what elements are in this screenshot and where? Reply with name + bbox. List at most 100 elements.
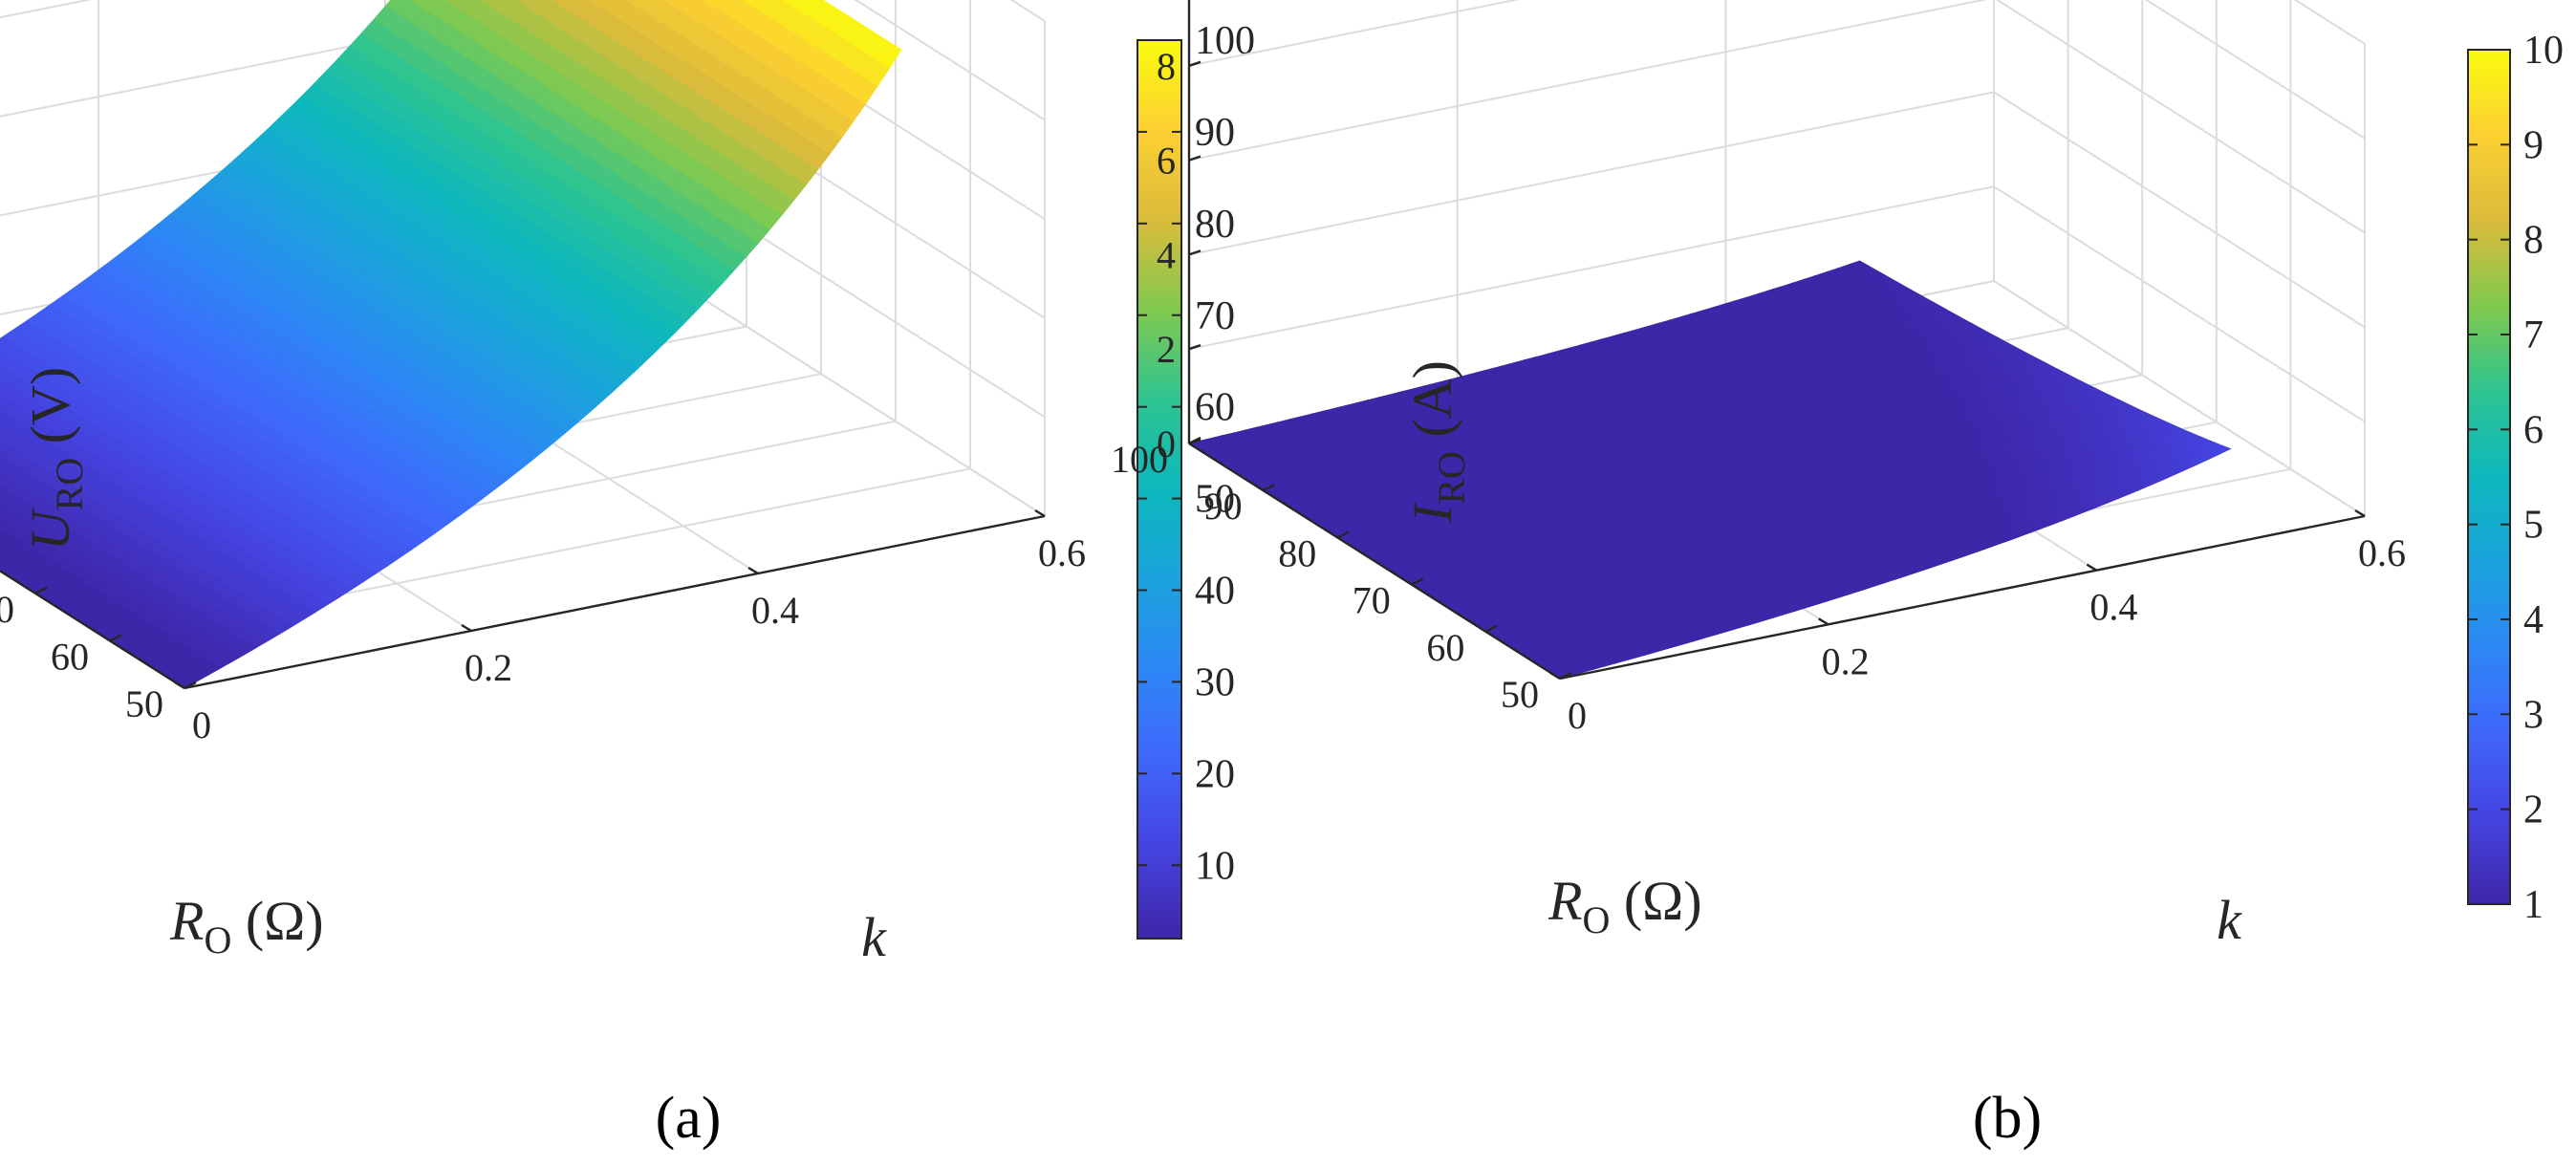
r-tick-label: 70 <box>1353 579 1391 622</box>
r-tick-mark <box>1263 484 1276 492</box>
r-tick-mark <box>1411 577 1424 586</box>
panel-a-z-axis-label: URO (V) <box>19 367 91 551</box>
grid-line <box>1188 91 1995 256</box>
grid-line <box>1993 91 2366 329</box>
r-tick-label: 50 <box>125 682 163 725</box>
colorbar-tick-label: 10 <box>1195 844 1235 888</box>
colorbar-tick-label: 9 <box>2523 123 2544 167</box>
panel-b-colorbar-ticks: 1 2 3 4 5 6 7 8 9 10 <box>2468 29 2564 927</box>
panel-b-surface <box>1187 260 2232 680</box>
colorbar-tick-label: 2 <box>2523 789 2544 832</box>
panel-b-caption: (b) <box>1973 1086 2042 1151</box>
panel-a-ticks: 00.20.40.61009080706050020406080100 <box>0 531 1086 746</box>
z-tick-label: 2 <box>1157 328 1176 371</box>
colorbar-tick-label: 30 <box>1195 660 1235 704</box>
panel-b-k-axis-label: k <box>2217 889 2242 951</box>
r-tick-mark <box>109 634 122 642</box>
k-tick-mark <box>2086 563 2097 572</box>
r-tick-label: 60 <box>51 635 89 678</box>
k-tick-mark <box>1818 617 1829 626</box>
k-tick-mark <box>1549 671 1561 681</box>
panel-a-surface <box>0 0 902 689</box>
k-tick-mark <box>2354 508 2366 518</box>
r-axis-line <box>0 569 185 690</box>
colorbar-tick-label: 10 <box>2523 29 2564 73</box>
colorbar-tick-label: 7 <box>2523 313 2544 357</box>
z-tick-mark <box>1188 60 1201 67</box>
k-tick-label: 0.4 <box>751 589 799 632</box>
grid-line <box>1188 185 1995 351</box>
colorbar-tick-label: 1 <box>2523 883 2544 927</box>
k-tick-label: 0.6 <box>1038 531 1086 574</box>
k-tick-label: 0 <box>1568 694 1587 737</box>
panel-b-colorbar <box>2467 49 2511 905</box>
k-axis-line <box>1559 514 2366 681</box>
z-tick-label: 6 <box>1157 140 1176 183</box>
k-tick-label: 0.2 <box>1822 639 1870 682</box>
z-tick-mark <box>1188 249 1201 256</box>
z-tick-mark <box>1188 155 1201 162</box>
z-tick-label: 0 <box>1157 422 1176 465</box>
r-tick-label: 90 <box>1204 485 1243 528</box>
panel-a-k-axis-label: k <box>861 906 887 968</box>
k-tick-mark <box>174 681 185 690</box>
z-tick-mark <box>1188 438 1201 445</box>
panel-a-r-axis-label: RO (Ω) <box>169 890 324 962</box>
z-tick-mark <box>1188 344 1201 351</box>
grid-line <box>671 278 1046 517</box>
k-axis-line <box>184 514 1046 690</box>
colorbar-tick-label: 5 <box>2523 504 2544 548</box>
r-tick-label: 50 <box>1501 673 1539 716</box>
r-tick-mark <box>34 586 48 594</box>
k-tick-mark <box>747 566 759 575</box>
r-tick-mark <box>1336 530 1350 539</box>
k-tick-label: 0.4 <box>2089 586 2137 629</box>
r-tick-mark <box>1559 671 1572 681</box>
panel-b-r-axis-label: RO (Ω) <box>1548 870 1702 941</box>
k-tick-label: 0 <box>192 703 211 746</box>
grid-line <box>2144 0 2366 140</box>
colorbar-tick-label: 70 <box>1195 294 1235 338</box>
r-tick-label: 100 <box>1111 438 1168 481</box>
surface-cell <box>0 365 5 372</box>
colorbar-tick-label: 20 <box>1195 752 1235 796</box>
grid-line <box>1993 185 2366 423</box>
r-tick-mark <box>1484 624 1498 633</box>
r-tick-label: 70 <box>0 588 14 631</box>
colorbar-tick-label: 90 <box>1195 111 1235 155</box>
surface-cell <box>0 350 5 356</box>
colorbar-tick-label: 3 <box>2523 693 2544 737</box>
grid-line <box>1993 280 2366 517</box>
grid-line <box>1188 0 1520 67</box>
chart-panel-a: 00.20.40.61009080706050020406080100 URO … <box>0 0 1255 1151</box>
colorbar-tick-label: 8 <box>2523 219 2544 263</box>
k-tick-mark <box>461 623 472 633</box>
grid-line <box>1995 0 2366 234</box>
panel-a-axes <box>0 508 1046 690</box>
grid-line <box>1188 0 1988 162</box>
k-tick-label: 0.6 <box>2358 531 2406 574</box>
colorbar-tick-label: 100 <box>1195 19 1255 63</box>
colorbar-tick-label: 4 <box>2523 598 2544 642</box>
r-tick-label: 80 <box>1278 531 1316 574</box>
r-tick-label: 60 <box>1426 626 1464 669</box>
k-tick-mark <box>1034 508 1046 518</box>
k-tick-label: 0.2 <box>465 646 512 689</box>
panel-b-axes <box>1187 0 2366 681</box>
colorbar-tick-label: 80 <box>1195 203 1235 247</box>
panel-a-colorbar <box>1136 39 1182 940</box>
colorbar-tick-label: 6 <box>2523 408 2544 452</box>
panel-b-ticks: 00.20.40.610090807060500246810 <box>1111 45 2406 737</box>
r-tick-mark <box>184 681 197 690</box>
grid-line <box>2293 0 2366 45</box>
chart-panel-b: 0 0.2 0.4 0.6 100 90 80 70 60 50 0 2 4 6 8 10 IRO (A) R… <box>1111 0 2564 1151</box>
colorbar-tick-label: 60 <box>1195 386 1235 430</box>
grid-line <box>854 0 1046 121</box>
colorbar-tick-label: 50 <box>1195 478 1235 522</box>
z-tick-label: 4 <box>1157 233 1176 276</box>
z-tick-label: 8 <box>1157 45 1176 88</box>
panel-a-caption: (a) <box>656 1086 722 1151</box>
colorbar-tick-label: 40 <box>1195 570 1235 614</box>
